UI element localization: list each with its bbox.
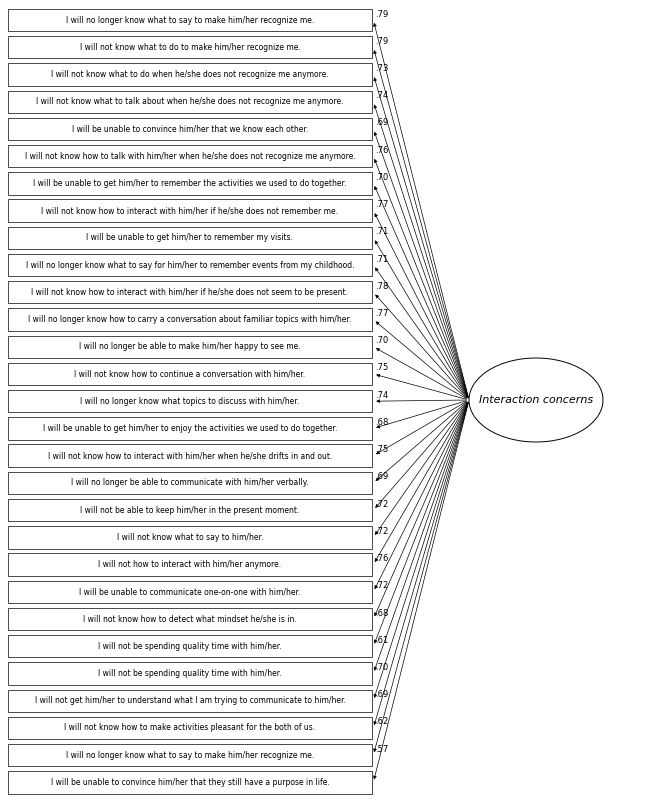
- Text: .75: .75: [375, 445, 388, 454]
- Text: I will no longer know what to say to make him/her recognize me.: I will no longer know what to say to mak…: [66, 750, 314, 760]
- Text: .74: .74: [375, 390, 388, 400]
- Text: .70: .70: [375, 173, 388, 182]
- Bar: [8, 581, 372, 603]
- Bar: [8, 363, 372, 385]
- Text: .77: .77: [375, 200, 388, 209]
- Text: I will not know what to say to him/her.: I will not know what to say to him/her.: [117, 533, 263, 542]
- Text: .69: .69: [375, 118, 388, 127]
- Text: I will be unable to get him/her to remember the activities we used to do togethe: I will be unable to get him/her to remem…: [34, 179, 346, 188]
- Bar: [8, 608, 372, 630]
- Text: .73: .73: [375, 64, 388, 73]
- Text: I will be unable to convince him/her that we know each other.: I will be unable to convince him/her tha…: [72, 125, 308, 134]
- Text: I will be unable to convince him/her that they still have a purpose in life.: I will be unable to convince him/her tha…: [50, 778, 330, 787]
- Text: I will not know how to detect what mindset he/she is in.: I will not know how to detect what minds…: [83, 614, 297, 623]
- Bar: [8, 9, 372, 31]
- Bar: [8, 36, 372, 58]
- Text: I will not know how to make activities pleasant for the both of us.: I will not know how to make activities p…: [64, 723, 316, 733]
- Text: .72: .72: [375, 527, 388, 536]
- Text: I will not know what to do to make him/her recognize me.: I will not know what to do to make him/h…: [80, 42, 300, 52]
- Text: I will not get him/her to understand what I am trying to communicate to him/her.: I will not get him/her to understand wha…: [35, 696, 345, 706]
- Text: I will no longer know what to say to make him/her recognize me.: I will no longer know what to say to mak…: [66, 15, 314, 25]
- Bar: [8, 172, 372, 194]
- Text: .68: .68: [375, 609, 388, 618]
- Text: I will no longer know what to say for him/her to remember events from my childho: I will no longer know what to say for hi…: [25, 261, 354, 270]
- Bar: [8, 254, 372, 276]
- Text: I will not be spending quality time with him/her.: I will not be spending quality time with…: [98, 669, 282, 678]
- Text: I will no longer know how to carry a conversation about familiar topics with him: I will no longer know how to carry a con…: [28, 315, 352, 324]
- Bar: [8, 226, 372, 249]
- Text: I will not be able to keep him/her in the present moment.: I will not be able to keep him/her in th…: [80, 506, 299, 514]
- Text: I will not know how to interact with him/her if he/she does not seem to be prese: I will not know how to interact with him…: [31, 288, 348, 297]
- Bar: [8, 63, 372, 86]
- Bar: [8, 717, 372, 739]
- Bar: [8, 744, 372, 766]
- Text: .78: .78: [375, 282, 388, 290]
- Text: .68: .68: [375, 418, 388, 427]
- Ellipse shape: [469, 358, 603, 442]
- Bar: [8, 118, 372, 140]
- Bar: [8, 308, 372, 330]
- Bar: [8, 472, 372, 494]
- Bar: [8, 445, 372, 467]
- Text: .70: .70: [375, 663, 388, 672]
- Text: Interaction concerns: Interaction concerns: [479, 395, 593, 405]
- Text: .76: .76: [375, 146, 388, 154]
- Text: .71: .71: [375, 227, 388, 236]
- Text: I will be unable to get him/her to enjoy the activities we used to do together.: I will be unable to get him/her to enjoy…: [43, 424, 337, 433]
- Text: .76: .76: [375, 554, 388, 563]
- Bar: [8, 662, 372, 685]
- Text: I will not know how to interact with him/her when he/she drifts in and out.: I will not know how to interact with him…: [48, 451, 332, 460]
- Bar: [8, 690, 372, 712]
- Text: I will not know how to talk with him/her when he/she does not recognize me anymo: I will not know how to talk with him/her…: [25, 152, 355, 161]
- Bar: [8, 281, 372, 303]
- Text: .57: .57: [375, 745, 388, 754]
- Bar: [8, 499, 372, 522]
- Text: .72: .72: [375, 500, 388, 509]
- Text: I will not know how to continue a conversation with him/her.: I will not know how to continue a conver…: [74, 370, 306, 378]
- Text: I will not know what to talk about when he/she does not recognize me anymore.: I will not know what to talk about when …: [36, 97, 344, 106]
- Text: I will not be spending quality time with him/her.: I will not be spending quality time with…: [98, 642, 282, 650]
- Text: I will be unable to get him/her to remember my visits.: I will be unable to get him/her to remem…: [86, 234, 293, 242]
- Text: .75: .75: [375, 363, 388, 373]
- Bar: [8, 771, 372, 794]
- Bar: [8, 418, 372, 439]
- Text: I will no longer know what topics to discuss with him/her.: I will no longer know what topics to dis…: [80, 397, 299, 406]
- Bar: [8, 635, 372, 658]
- Text: .79: .79: [375, 37, 388, 46]
- Text: I will not know how to interact with him/her if he/she does not remember me.: I will not know how to interact with him…: [42, 206, 338, 215]
- Text: .79: .79: [375, 10, 388, 18]
- Bar: [8, 145, 372, 167]
- Text: I will no longer be able to communicate with him/her verbally.: I will no longer be able to communicate …: [71, 478, 309, 487]
- Text: I will not how to interact with him/her anymore.: I will not how to interact with him/her …: [98, 560, 281, 569]
- Bar: [8, 526, 372, 549]
- Text: .62: .62: [375, 718, 388, 726]
- Text: .70: .70: [375, 336, 388, 346]
- Text: .69: .69: [375, 472, 388, 482]
- Bar: [8, 199, 372, 222]
- Text: .71: .71: [375, 254, 388, 263]
- Bar: [8, 90, 372, 113]
- Text: I will no longer be able to make him/her happy to see me.: I will no longer be able to make him/her…: [79, 342, 301, 351]
- Text: .77: .77: [375, 309, 388, 318]
- Text: .72: .72: [375, 582, 388, 590]
- Bar: [8, 335, 372, 358]
- Text: I will be unable to communicate one-on-one with him/her.: I will be unable to communicate one-on-o…: [79, 587, 301, 596]
- Text: .74: .74: [375, 91, 388, 100]
- Text: .69: .69: [375, 690, 388, 699]
- Text: I will not know what to do when he/she does not recognize me anymore.: I will not know what to do when he/she d…: [51, 70, 329, 79]
- Bar: [8, 390, 372, 412]
- Bar: [8, 554, 372, 576]
- Text: .61: .61: [375, 636, 388, 645]
